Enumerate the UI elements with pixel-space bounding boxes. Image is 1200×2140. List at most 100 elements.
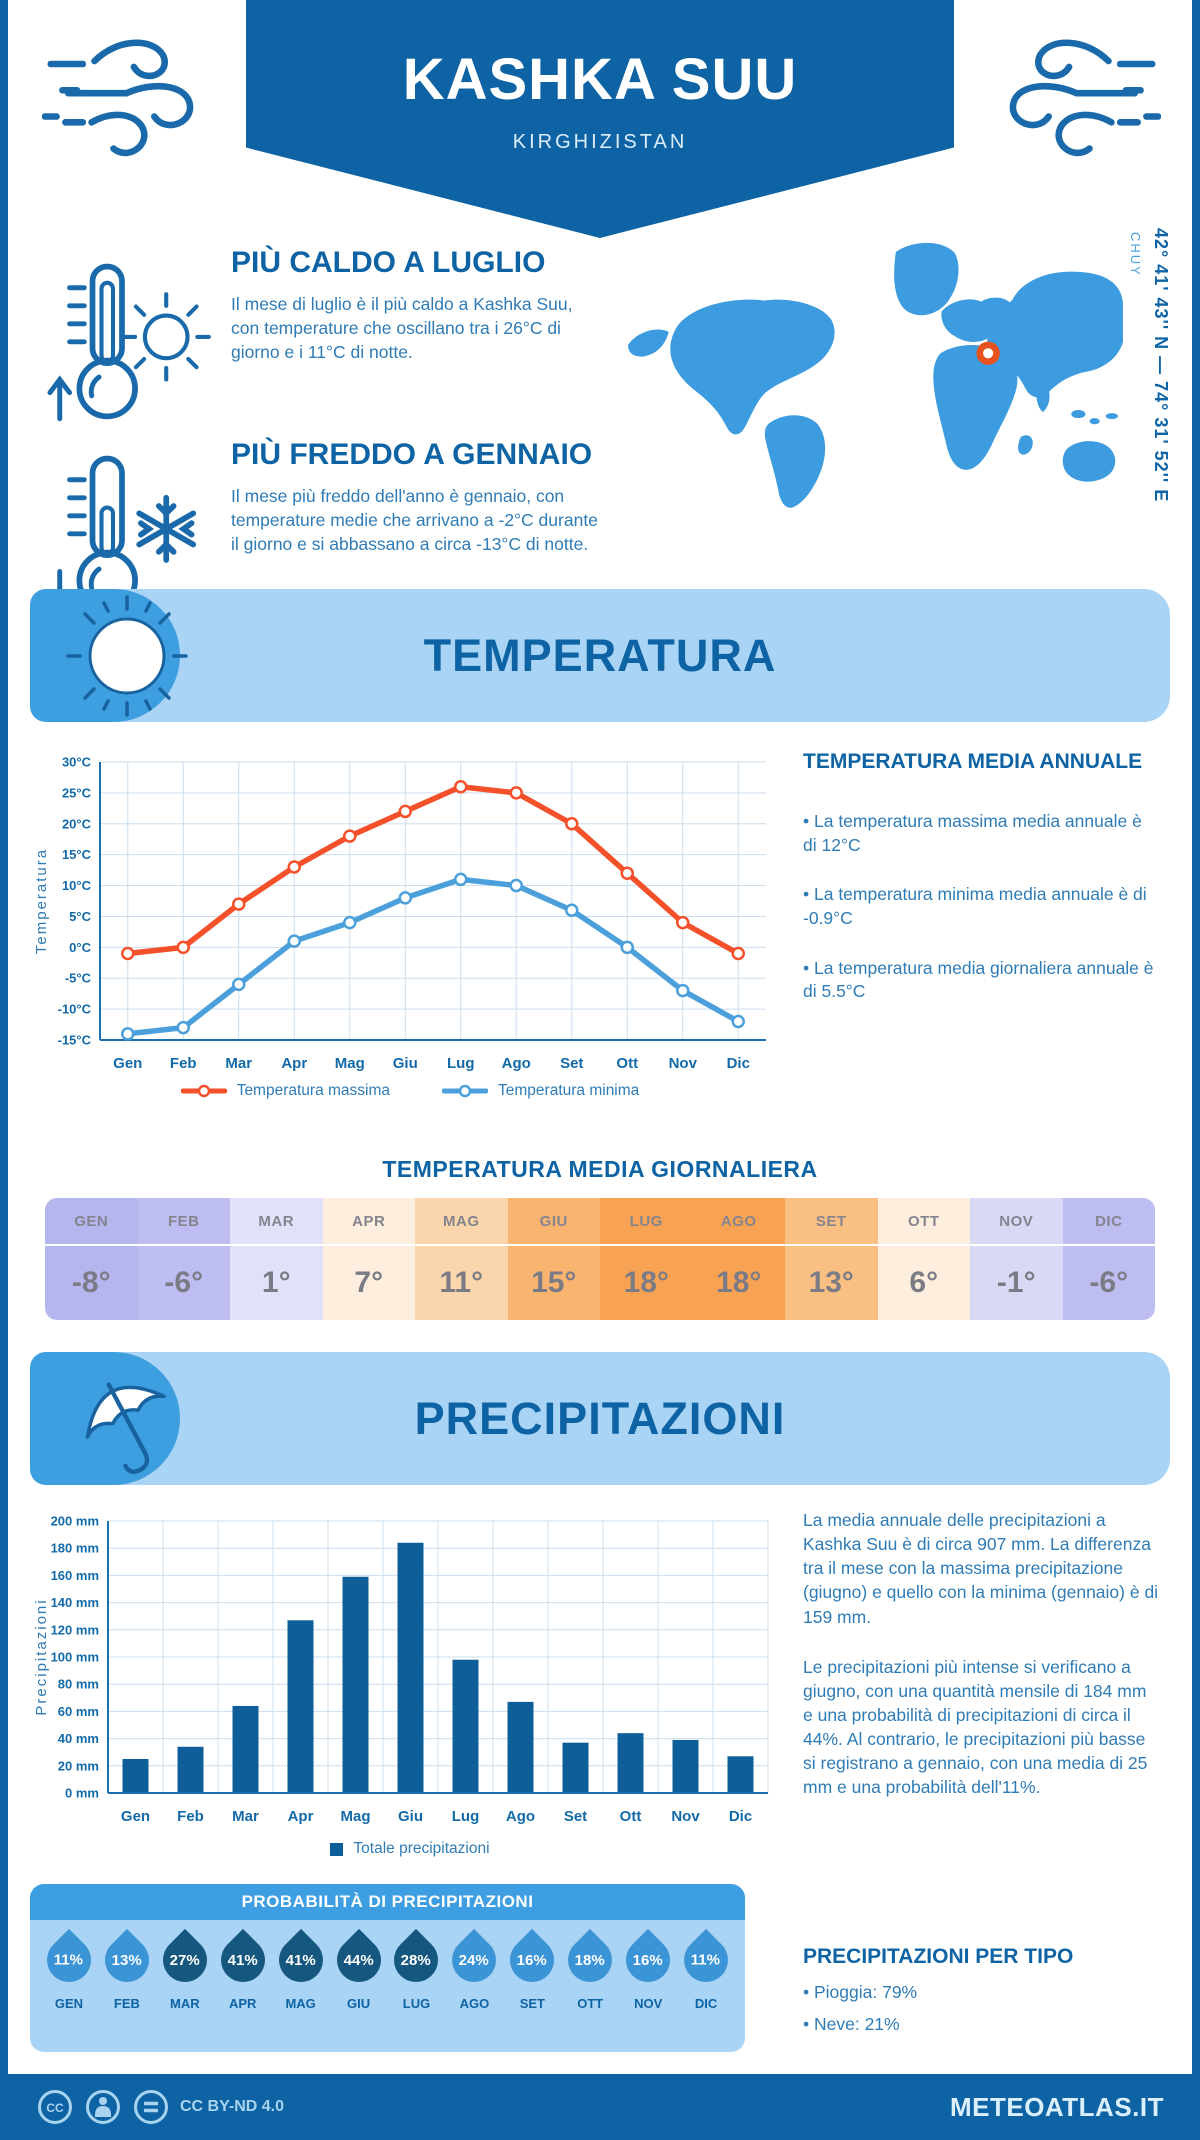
svg-text:Set: Set bbox=[560, 1055, 583, 1072]
droplet-icon: 18% bbox=[559, 1928, 622, 1992]
svg-text:120 mm: 120 mm bbox=[51, 1622, 99, 1637]
thermometer-warm-icon bbox=[47, 263, 211, 422]
svg-text:Mag: Mag bbox=[335, 1055, 365, 1072]
cold-description: Il mese più freddo dell'anno è gennaio, … bbox=[231, 486, 598, 555]
snow-bullet: • Neve: 21% bbox=[803, 2013, 900, 2034]
droplet-icon: 16% bbox=[617, 1928, 680, 1992]
month-label: MAR bbox=[230, 1198, 323, 1246]
svg-text:60 mm: 60 mm bbox=[58, 1704, 99, 1719]
svg-text:Lug: Lug bbox=[452, 1808, 480, 1825]
temperature-value: 1° bbox=[261, 1266, 291, 1299]
temperature-value: 18° bbox=[716, 1266, 762, 1299]
svg-text:Ago: Ago bbox=[506, 1808, 535, 1825]
probability-heading: PROBABILITÀ DI PRECIPITAZIONI bbox=[30, 1884, 745, 1920]
svg-text:Dic: Dic bbox=[727, 1055, 750, 1072]
svg-text:10°C: 10°C bbox=[62, 878, 92, 893]
svg-text:30°C: 30°C bbox=[62, 755, 92, 770]
probability-drops-row: 11% GEN 13% FEB 27% MAR 41% APR 41% MAG 44% GIU 28% L… bbox=[30, 1920, 745, 2011]
svg-text:Mag: Mag bbox=[341, 1808, 371, 1825]
annual-min-bullet: • La temperatura minima media annuale è … bbox=[803, 884, 1147, 928]
month-label: GIU bbox=[507, 1198, 600, 1246]
wind-icon bbox=[1009, 39, 1161, 157]
header-banner: KASHKA SUU KIRGHIZISTAN bbox=[246, 0, 954, 238]
svg-text:-10°C: -10°C bbox=[58, 1002, 92, 1017]
license-label: CC BY-ND 4.0 bbox=[180, 2098, 285, 2115]
droplet-icon: 44% bbox=[327, 1928, 390, 1992]
probability-panel: PROBABILITÀ DI PRECIPITAZIONI 11% GEN 13% F… bbox=[30, 1884, 745, 2052]
thermometer-cold-icon bbox=[47, 455, 197, 615]
month-label: AGO bbox=[692, 1198, 785, 1246]
probability-feb: 13% FEB bbox=[95, 1928, 158, 2011]
svg-text:Nov: Nov bbox=[669, 1055, 698, 1072]
probability-mar: 27% MAR bbox=[153, 1928, 216, 2011]
svg-text:Ott: Ott bbox=[616, 1055, 638, 1072]
svg-text:Lug: Lug bbox=[447, 1055, 475, 1072]
precipitation-paragraph: La media annuale delle precipitazioni a … bbox=[803, 1510, 1159, 1627]
droplet-icon: 41% bbox=[211, 1928, 274, 1992]
droplet-month-label: FEB bbox=[113, 1996, 140, 2011]
temperature-value: 15° bbox=[531, 1266, 577, 1299]
license-group: CC CC BY-ND 4.0 bbox=[36, 2088, 284, 2126]
probability-nov: 16% NOV bbox=[617, 1928, 680, 2011]
droplet-icon: 13% bbox=[95, 1928, 158, 1992]
precipitation-section-banner: PRECIPITAZIONI bbox=[30, 1352, 1170, 1485]
svg-text:15°C: 15°C bbox=[62, 847, 92, 862]
warm-text-block: PIÙ CALDO A LUGLIO Il mese di luglio è i… bbox=[231, 246, 603, 436]
temperature-legend: Temperatura massima Temperatura minima bbox=[30, 1082, 790, 1100]
daily-table-heading: TEMPERATURA MEDIA GIORNALIERA bbox=[382, 1156, 818, 1182]
temperature-value: 18° bbox=[623, 1266, 669, 1299]
svg-text:Giu: Giu bbox=[393, 1055, 418, 1072]
svg-text:Ago: Ago bbox=[502, 1055, 531, 1072]
cold-title: PIÙ FREDDO A GENNAIO bbox=[231, 438, 593, 471]
country-subtitle: KIRGHIZISTAN bbox=[512, 131, 688, 153]
month-label: NOV bbox=[970, 1198, 1063, 1246]
svg-text:-15°C: -15°C bbox=[58, 1033, 92, 1048]
world-map bbox=[628, 242, 1123, 508]
precip-bar bbox=[562, 1742, 589, 1793]
temperature-value: 11° bbox=[439, 1266, 484, 1299]
daily-temperature-table: GEN -8° FEB -6° MAR 1° APR 7° MAG 11° GIU 15° LUG 18°… bbox=[45, 1198, 1155, 1320]
svg-text:Apr: Apr bbox=[281, 1055, 307, 1072]
site-name: METEOATLAS.IT bbox=[949, 2091, 1164, 2122]
droplet-month-label: NOV bbox=[634, 1996, 663, 2011]
droplet-month-label: AGO bbox=[459, 1996, 490, 2011]
precipitation-paragraph: Le precipitazioni più intense si verific… bbox=[803, 1656, 1148, 1798]
month-column-mar: MAR 1° bbox=[230, 1198, 323, 1320]
svg-text:Temperatura: Temperatura bbox=[33, 848, 50, 954]
droplet-month-label: LUG bbox=[402, 1996, 431, 2011]
svg-text:CC: CC bbox=[46, 2101, 64, 2115]
svg-text:Feb: Feb bbox=[177, 1808, 204, 1825]
precip-bar bbox=[727, 1756, 754, 1793]
probability-apr: 41% APR bbox=[211, 1928, 274, 2011]
svg-text:-5°C: -5°C bbox=[65, 971, 92, 986]
precip-bar bbox=[397, 1542, 424, 1793]
precipitation-type-block: PRECIPITAZIONI PER TIPO • Pioggia: 79% •… bbox=[803, 1945, 1159, 2044]
legend-item: Totale precipitazioni bbox=[330, 1840, 490, 1858]
warm-description: Il mese di luglio è il più caldo a Kashk… bbox=[231, 294, 573, 363]
precipitation-legend: Totale precipitazioni bbox=[30, 1840, 790, 1858]
month-label: MAG bbox=[415, 1198, 508, 1246]
cold-highlight: PIÙ FREDDO A GENNAIO Il mese più freddo … bbox=[45, 438, 603, 628]
svg-text:Precipitazioni: Precipitazioni bbox=[33, 1598, 50, 1715]
wind-icon bbox=[42, 39, 194, 157]
probability-lug: 28% LUG bbox=[385, 1928, 448, 2011]
cc-icon: CC bbox=[38, 2090, 72, 2124]
temperature-section-banner: TEMPERATURA bbox=[30, 589, 1170, 722]
precip-bar bbox=[232, 1705, 259, 1793]
droplet-icon: 16% bbox=[501, 1928, 564, 1992]
page-title: KASHKA SUU bbox=[402, 47, 798, 112]
precip-bar bbox=[287, 1620, 314, 1793]
month-column-apr: APR 7° bbox=[322, 1198, 415, 1320]
month-label: LUG bbox=[600, 1198, 693, 1246]
svg-text:0 mm: 0 mm bbox=[65, 1786, 99, 1801]
cc-by-icon bbox=[86, 2090, 120, 2124]
svg-text:Apr: Apr bbox=[288, 1808, 314, 1825]
cold-text-block: PIÙ FREDDO A GENNAIO Il mese più freddo … bbox=[231, 438, 603, 628]
svg-text:5°C: 5°C bbox=[69, 909, 91, 924]
precip-bar bbox=[507, 1701, 534, 1793]
annual-temperature-block: TEMPERATURA MEDIA ANNUALE • La temperatu… bbox=[803, 750, 1159, 1030]
probability-ott: 18% OTT bbox=[559, 1928, 622, 2011]
line-series-0 bbox=[125, 783, 741, 957]
month-label: DIC bbox=[1062, 1198, 1155, 1246]
